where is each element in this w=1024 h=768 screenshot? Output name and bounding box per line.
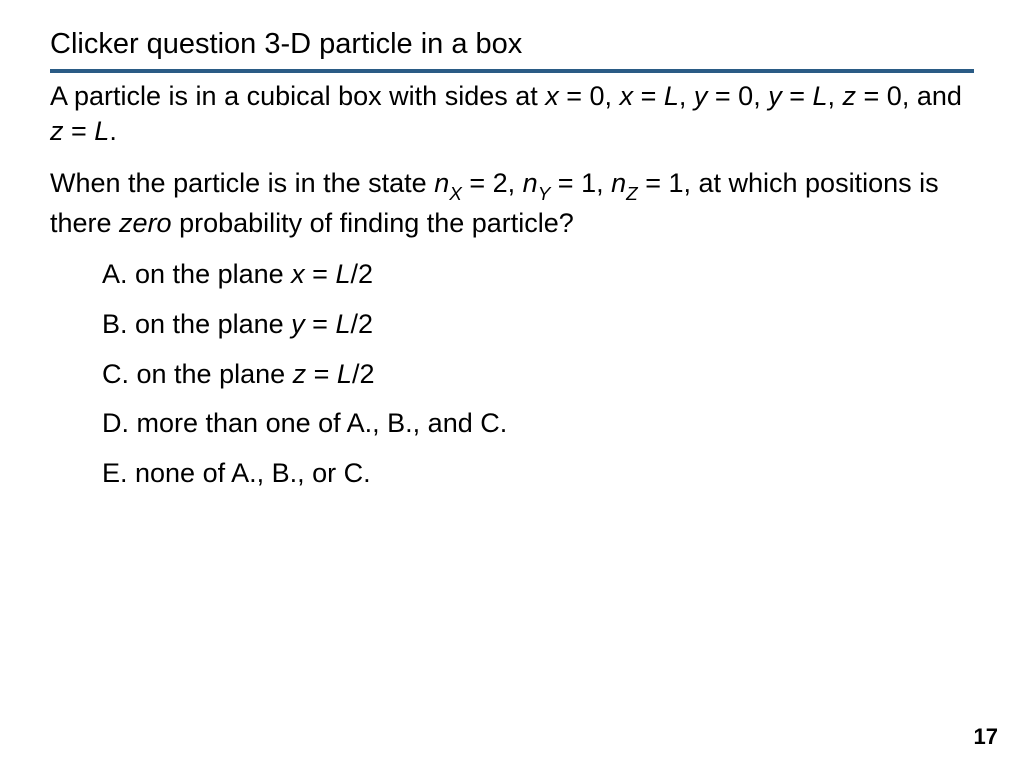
option-d: D. more than one of A., B., and C. <box>102 407 974 441</box>
sub-x: X <box>449 184 462 205</box>
text: = 0 <box>856 81 902 111</box>
var-z: z <box>293 359 307 389</box>
text: When the particle is in the state <box>50 168 434 198</box>
var-n: n <box>434 168 449 198</box>
text: = <box>305 309 336 339</box>
text: , <box>753 81 768 111</box>
text: , and <box>902 81 962 111</box>
text: , <box>679 81 694 111</box>
text: = 1 <box>638 168 684 198</box>
var-y: y <box>694 81 708 111</box>
option-a: A. on the plane x = L/2 <box>102 258 974 292</box>
var-L: L <box>337 359 352 389</box>
var-n: n <box>523 168 538 198</box>
text: , <box>828 81 843 111</box>
var-x: x <box>291 259 305 289</box>
var-z: z <box>50 116 64 146</box>
text: /2 <box>350 259 373 289</box>
text: probability of finding the particle? <box>172 208 574 238</box>
text: A particle is in a cubical box with side… <box>50 81 545 111</box>
text: , <box>508 168 523 198</box>
var-x: x <box>620 81 634 111</box>
var-L: L <box>335 259 350 289</box>
title-rule <box>50 69 974 73</box>
text: . <box>109 116 117 146</box>
text: = 0 <box>707 81 753 111</box>
text: /2 <box>350 309 373 339</box>
sub-y: Y <box>538 184 551 205</box>
var-L: L <box>812 81 827 111</box>
text: A. on the plane <box>102 259 291 289</box>
option-c: C. on the plane z = L/2 <box>102 358 974 392</box>
text: = <box>782 81 813 111</box>
text: C. on the plane <box>102 359 293 389</box>
paragraph-2: When the particle is in the state nX = 2… <box>50 166 974 240</box>
text: , <box>596 168 611 198</box>
option-b: B. on the plane y = L/2 <box>102 308 974 342</box>
var-z: z <box>843 81 857 111</box>
var-L: L <box>94 116 109 146</box>
var-L: L <box>664 81 679 111</box>
page-number: 17 <box>974 724 998 750</box>
text: , <box>605 81 620 111</box>
option-e: E. none of A., B., or C. <box>102 457 974 491</box>
var-L: L <box>335 309 350 339</box>
var-y: y <box>768 81 782 111</box>
slide-container: Clicker question 3-D particle in a box A… <box>0 0 1024 768</box>
text: = <box>306 359 337 389</box>
var-x: x <box>545 81 559 111</box>
text: = <box>633 81 664 111</box>
text: = 1 <box>550 168 596 198</box>
text: = <box>64 116 95 146</box>
word-zero: zero <box>119 208 172 238</box>
var-n: n <box>611 168 626 198</box>
text: = <box>305 259 336 289</box>
text: = 0 <box>559 81 605 111</box>
text: = 2 <box>462 168 508 198</box>
paragraph-1: A particle is in a cubical box with side… <box>50 79 974 148</box>
sub-z: Z <box>626 184 638 205</box>
slide-title: Clicker question 3-D particle in a box <box>50 28 974 61</box>
options-list: A. on the plane x = L/2 B. on the plane … <box>102 258 974 491</box>
var-y: y <box>291 309 305 339</box>
text: B. on the plane <box>102 309 291 339</box>
text: /2 <box>352 359 375 389</box>
